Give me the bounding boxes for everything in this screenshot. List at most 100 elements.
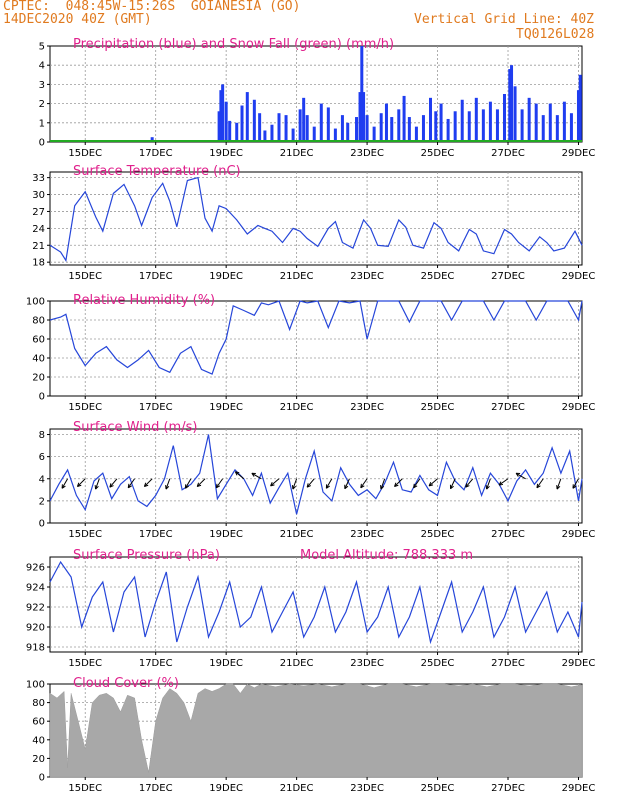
y-tick-label: 20 (32, 373, 45, 384)
y-tick-label: 0 (39, 519, 45, 530)
y-tick-label: 4 (39, 61, 45, 72)
header-grid-note: Vertical Grid Line: 40Z (414, 12, 595, 27)
x-tick-label: 15DEC (68, 529, 102, 540)
y-tick-label: 2 (39, 496, 45, 507)
wind-arrow-head (465, 483, 468, 488)
x-tick-label: 15DEC (68, 658, 102, 669)
x-tick-label: 17DEC (139, 783, 173, 794)
wind-arrow (235, 471, 245, 480)
wind-arrow-head (185, 485, 190, 489)
wind-arrow-head (360, 483, 362, 488)
y-tick-label: 30 (32, 190, 45, 201)
precip-bar (228, 120, 232, 142)
wind-arrow (394, 478, 403, 487)
x-tick-label: 27DEC (491, 529, 525, 540)
y-tick-label: 4 (39, 474, 45, 485)
precip-bar (402, 95, 406, 142)
precip-bar (150, 137, 154, 142)
wind-arrow (486, 478, 491, 490)
panel-5: Cloud Cover (%) 0 20 40 60 80 100 15DEC 17DEC 19D… (26, 676, 595, 794)
precip-bar (502, 94, 506, 142)
precip-bar (326, 107, 330, 142)
panel-title: Precipitation (blue) and Snow Fall (gree… (73, 37, 394, 52)
wind-arrow (380, 478, 386, 490)
x-tick-label: 25DEC (421, 529, 455, 540)
y-tick-label: 27 (32, 207, 45, 218)
wind-arrow-head (413, 485, 418, 489)
wind-arrow (292, 478, 298, 490)
wind-arrow (127, 478, 135, 489)
precip-bar (414, 126, 418, 142)
precip-bar (562, 101, 566, 142)
y-tick-label: 60 (32, 335, 45, 346)
wind-arrow-head (109, 485, 114, 488)
panel-frame (49, 556, 583, 653)
x-tick-label: 21DEC (280, 148, 314, 159)
wind-arrow (465, 478, 474, 488)
wind-arrow (61, 478, 69, 489)
precip-bar (555, 115, 559, 142)
series-line (49, 300, 583, 375)
x-tick-label: 23DEC (350, 271, 384, 282)
wind-arrow (95, 478, 100, 490)
wind-arrow (270, 478, 280, 487)
precip-bar (508, 69, 512, 142)
y-tick-label: 24 (32, 224, 45, 235)
wind-arrow-head (429, 484, 434, 487)
wind-arrow (196, 478, 206, 487)
wind-arrow-head (465, 485, 470, 488)
wind-arrow (515, 472, 526, 480)
precip-bar (302, 97, 306, 142)
wind-arrow-head (270, 481, 273, 487)
wind-arrow (360, 478, 368, 489)
y-tick-label: 20 (32, 754, 45, 765)
precip-bar (298, 109, 302, 142)
header-date: 14DEC2020 40Z (GMT) (3, 12, 152, 27)
precip-bar (390, 117, 394, 142)
x-tick-label: 25DEC (421, 271, 455, 282)
panel-title: Surface Temperature (nC) (73, 164, 241, 179)
wind-arrow-head (515, 472, 519, 477)
x-tick-label: 17DEC (139, 271, 173, 282)
wind-arrow (344, 478, 350, 489)
y-tick-label: 100 (26, 680, 45, 691)
x-tick-label: 21DEC (280, 783, 314, 794)
wind-arrow-head (556, 485, 561, 490)
x-tick-label: 21DEC (280, 402, 314, 413)
x-tick-label: 27DEC (491, 658, 525, 669)
precip-bar (362, 92, 366, 142)
x-tick-label: 29DEC (562, 148, 596, 159)
precip-bar (407, 117, 411, 142)
precip-bar (372, 126, 376, 142)
precip-bar (534, 103, 538, 142)
wind-arrow (498, 478, 509, 486)
wind-arrow-head (394, 482, 397, 487)
precip-bar (397, 109, 401, 142)
precip-bar (277, 113, 281, 142)
precip-bar (488, 101, 492, 142)
x-tick-label: 19DEC (209, 783, 243, 794)
header-location: CPTEC: 048:45W-15:26S GOIANESIA (GO) (3, 0, 301, 14)
wind-arrow-head (144, 484, 149, 488)
precip-bar (319, 103, 323, 142)
precip-bar (434, 111, 438, 142)
wind-arrow (144, 478, 153, 487)
series-line (49, 560, 583, 645)
wind-arrow-head (292, 485, 297, 490)
wind-arrow-head (234, 471, 238, 476)
precip-bar (429, 97, 433, 142)
x-tick-label: 23DEC (350, 529, 384, 540)
wind-arrow (536, 478, 544, 489)
precip-bar (439, 103, 443, 142)
y-tick-label: 2 (39, 99, 45, 110)
wind-arrow (77, 478, 86, 487)
x-tick-label: 21DEC (280, 658, 314, 669)
precip-bar (219, 90, 223, 142)
precip-bar (421, 115, 425, 142)
wind-arrow (251, 472, 262, 480)
precip-bar (379, 113, 383, 142)
wind-arrow (556, 478, 562, 490)
panel-title: Surface Pressure (hPa) (73, 548, 220, 563)
precip-bar (284, 115, 288, 142)
y-tick-label: 924 (26, 583, 45, 594)
